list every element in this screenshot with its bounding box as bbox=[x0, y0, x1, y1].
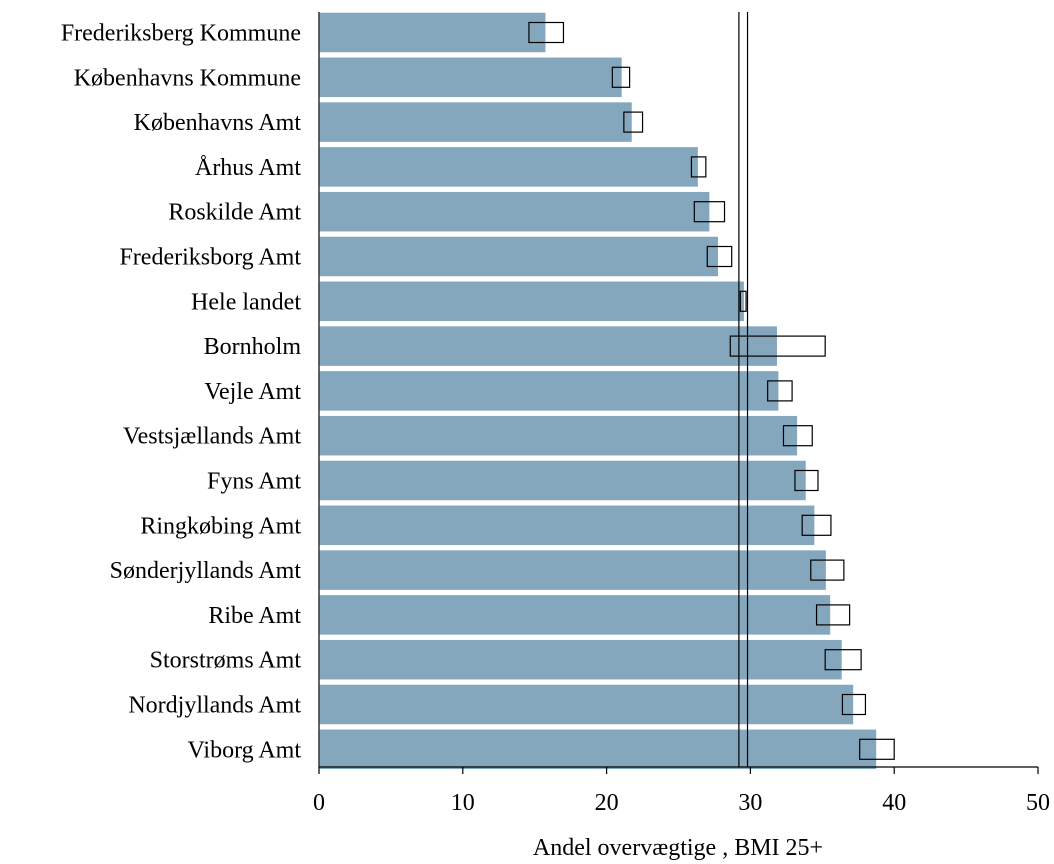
confidence-interval-box bbox=[729, 335, 826, 357]
category-label: Storstrøms Amt bbox=[150, 648, 302, 674]
bar bbox=[318, 190, 711, 233]
category-label: Vestsjællands Amt bbox=[123, 424, 301, 450]
bar bbox=[318, 728, 878, 771]
bar bbox=[318, 638, 844, 681]
category-labels-layer: Frederiksberg Kommune Københavns Kommune K… bbox=[61, 21, 302, 764]
bar bbox=[318, 548, 828, 592]
confidence-interval-box bbox=[810, 559, 845, 581]
category-label: Århus Amt bbox=[195, 155, 301, 181]
category-label: Københavns Amt bbox=[134, 110, 302, 136]
confidence-interval-box bbox=[739, 290, 747, 312]
bar bbox=[318, 56, 624, 99]
category-label: Roskilde Amt bbox=[168, 200, 301, 226]
x-tick-label: 50 bbox=[1026, 790, 1050, 816]
category-label: Fyns Amt bbox=[207, 469, 301, 495]
bar bbox=[318, 683, 855, 726]
category-label: Frederiksborg Amt bbox=[119, 245, 301, 271]
category-label: Bornholm bbox=[204, 334, 302, 360]
category-label: Vejle Amt bbox=[204, 379, 301, 405]
category-label: Ribe Amt bbox=[208, 603, 301, 629]
confidence-interval-box bbox=[706, 245, 733, 268]
x-tick-label: 0 bbox=[313, 790, 325, 816]
confidence-interval-box bbox=[528, 21, 565, 44]
bar bbox=[318, 235, 720, 278]
bar bbox=[318, 369, 780, 413]
confidence-interval-box bbox=[623, 111, 644, 133]
axes-layer: 0 10 20 30 40 50 bbox=[313, 12, 1050, 816]
bar bbox=[318, 145, 700, 189]
bar bbox=[318, 593, 832, 637]
confidence-interval-box bbox=[815, 604, 851, 626]
bar bbox=[318, 459, 808, 502]
confidence-interval-box bbox=[782, 425, 813, 447]
bar bbox=[318, 100, 634, 144]
category-label: Sønderjyllands Amt bbox=[110, 558, 302, 584]
category-label: Ringkøbing Amt bbox=[140, 513, 301, 539]
confidence-interval-box bbox=[690, 156, 707, 178]
confidence-interval-box bbox=[801, 514, 832, 536]
bar bbox=[318, 504, 816, 547]
reference-lines-layer bbox=[738, 12, 749, 767]
category-label: Frederiksberg Kommune bbox=[61, 21, 301, 47]
x-tick-label: 30 bbox=[738, 790, 762, 816]
bars-layer bbox=[318, 11, 878, 771]
x-tick-label: 20 bbox=[595, 790, 619, 816]
confidence-interval-box bbox=[841, 693, 867, 716]
category-label: Københavns Kommune bbox=[74, 65, 301, 91]
confidence-interval-box bbox=[859, 738, 895, 760]
bar bbox=[318, 280, 746, 323]
bar bbox=[318, 414, 799, 457]
bar bbox=[318, 324, 779, 368]
category-label: Viborg Amt bbox=[188, 737, 302, 763]
category-label: Nordjyllands Amt bbox=[128, 693, 301, 719]
x-tick-label: 10 bbox=[451, 790, 475, 816]
confidence-interval-box bbox=[794, 469, 819, 492]
confidence-interval-box bbox=[611, 66, 631, 88]
confidence-interval-box bbox=[824, 649, 862, 671]
confidence-interval-box bbox=[693, 201, 726, 223]
intervals-layer bbox=[528, 21, 895, 760]
x-axis-title: Andel overvægtige , BMI 25+ bbox=[533, 835, 823, 861]
confidence-interval-box bbox=[767, 380, 793, 402]
x-tick-label: 40 bbox=[882, 790, 906, 816]
category-label: Hele landet bbox=[191, 289, 301, 315]
bar bbox=[318, 11, 547, 54]
